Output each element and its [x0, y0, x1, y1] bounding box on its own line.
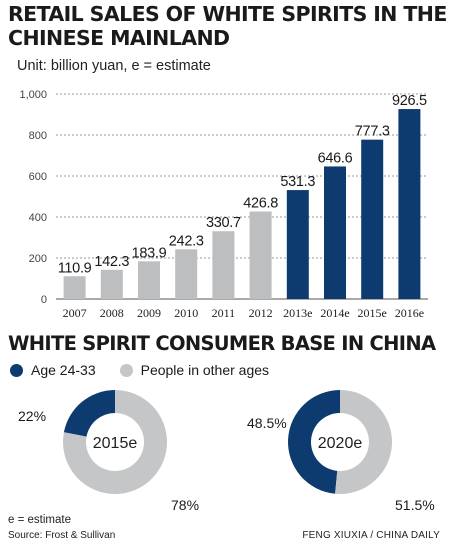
donut-center-label: 2020e — [318, 435, 363, 452]
y-tick-label: 600 — [29, 171, 47, 183]
x-tick-label-2008: 2008 — [100, 306, 124, 320]
data-label-2013e: 531.3 — [280, 174, 315, 190]
bar-2013e — [286, 190, 309, 299]
data-label-2016e: 926.5 — [392, 93, 427, 109]
x-tick-label-2014e: 2014e — [320, 306, 349, 320]
bar-2009 — [138, 261, 160, 299]
donut-slice-age-24-33 — [63, 390, 115, 437]
data-label-2010: 242.3 — [169, 233, 204, 249]
x-tick-label-2010: 2010 — [174, 306, 198, 320]
bar-2011 — [212, 231, 235, 299]
donut-slice-other-ages — [335, 390, 392, 494]
data-label-2014e: 646.6 — [318, 150, 353, 166]
data-label-2007: 110.9 — [58, 260, 92, 276]
data-label-2015e: 777.3 — [355, 124, 390, 140]
donut-slice-other-ages — [63, 390, 167, 494]
donut-chart-2015e: 2015e 22% 78% — [18, 390, 199, 512]
y-tick-label: 400 — [29, 212, 47, 224]
bar-2014e — [324, 166, 346, 299]
legend-swatch-age-24-33 — [10, 363, 23, 377]
bar-chart: 0 200 400 600 800 1,000 110.9 2007 142.3 2008 183.… — [19, 89, 428, 320]
legend-label-other-ages: People in other ages — [140, 362, 270, 378]
donut-value-label-age-24-33: 48.5% — [247, 415, 287, 431]
bar-2012 — [249, 211, 272, 299]
credit: FENG XIUXIA / CHINA DAILY — [302, 530, 440, 541]
bar-2015e — [361, 139, 384, 299]
bar-2008 — [100, 269, 123, 299]
donut-legend: Age 24-33 People in other ages — [10, 360, 293, 380]
x-tick-label-2015e: 2015e — [358, 306, 387, 320]
x-tick-label-2016e: 2016e — [395, 306, 424, 320]
x-tick-label-2007: 2007 — [63, 306, 87, 320]
donut-center-label: 2015e — [93, 435, 138, 452]
x-tick-label-2013e: 2013e — [283, 306, 312, 320]
legend-item-age-24-33: Age 24-33 — [10, 362, 96, 378]
donut-chart-2020e: 2020e 48.5% 51.5% — [247, 390, 435, 512]
donut-value-label-other-ages: 78% — [171, 497, 199, 512]
source-note: Source: Frost & Sullivan — [8, 530, 116, 541]
x-tick-label-2009: 2009 — [137, 306, 161, 320]
donut-slice-age-24-33 — [288, 390, 340, 494]
data-label-2012: 426.8 — [243, 196, 278, 212]
donut-value-label-other-ages: 51.5% — [395, 497, 435, 512]
y-tick-label: 0 — [41, 294, 47, 306]
donut-value-label-age-24-33: 22% — [18, 408, 46, 424]
bar-2007 — [63, 276, 86, 299]
data-label-2009: 183.9 — [132, 245, 167, 261]
bar-2010 — [175, 249, 198, 299]
section-title: WHITE SPIRIT CONSUMER BASE IN CHINA — [8, 332, 436, 355]
y-tick-label: 1,000 — [19, 89, 47, 101]
x-tick-label-2011: 2011 — [212, 306, 236, 320]
x-tick-label-2012: 2012 — [249, 306, 273, 320]
data-label-2011: 330.7 — [206, 215, 241, 231]
legend-swatch-other-ages — [119, 363, 133, 377]
y-tick-label: 200 — [29, 253, 47, 265]
chart-title: RETAIL SALES OF WHITE SPIRITS IN THE CHI… — [8, 2, 447, 50]
chart-subtitle: Unit: billion yuan, e = estimate — [17, 58, 211, 74]
bar-2016e — [398, 109, 421, 299]
data-label-2008: 142.3 — [94, 254, 129, 270]
y-tick-label: 800 — [29, 130, 47, 142]
legend-label-age-24-33: Age 24-33 — [31, 362, 96, 378]
footnote: e = estimate — [8, 514, 71, 526]
legend-item-other-ages: People in other ages — [119, 362, 270, 378]
